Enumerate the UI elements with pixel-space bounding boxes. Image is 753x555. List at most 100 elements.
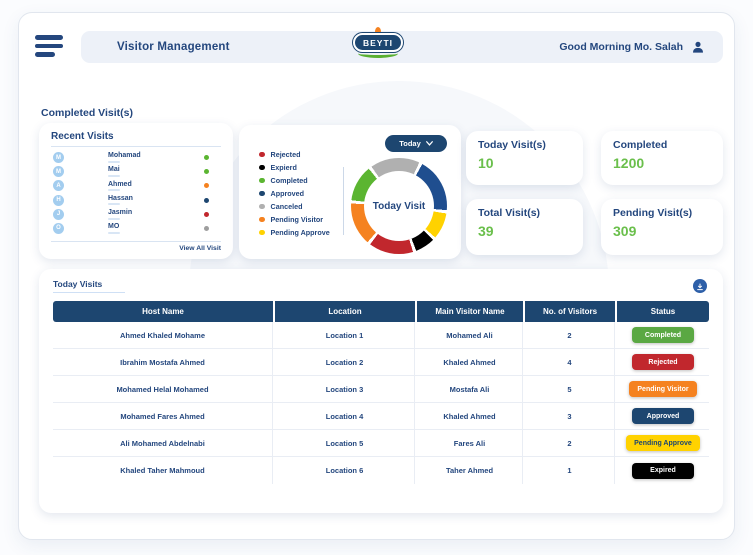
period-filter-button[interactable]: Today <box>385 135 447 152</box>
legend-dot <box>259 164 265 171</box>
menu-button[interactable] <box>35 35 65 57</box>
visitor-subtext <box>108 189 120 192</box>
legend-dot <box>259 229 265 236</box>
avatar: H <box>53 194 64 206</box>
table-row[interactable]: Khaled Taher Mahmoud Location 6 Taher Ah… <box>53 457 709 484</box>
today-visit-donut <box>351 158 447 254</box>
status-dot <box>204 169 209 175</box>
table-header-row: Host Name Location Main Visitor Name No.… <box>53 301 709 322</box>
visitor-subtext <box>108 217 120 220</box>
recent-visits-list: M Mohamad M Mai A Ahmed H Hassan <box>51 149 221 237</box>
recent-visit-item[interactable]: M Mai <box>53 165 219 178</box>
stat-card-pending-visits: Pending Visit(s) 309 <box>601 199 723 255</box>
visitor-subtext <box>108 231 120 234</box>
status-cell: Approved <box>617 403 709 429</box>
legend-label: Pending Visitor <box>270 215 324 224</box>
status-cell: Expired <box>617 457 709 484</box>
main-visitor-cell: Khaled Ahmed <box>417 349 523 375</box>
legend-dot <box>259 216 265 223</box>
column-header-visitor-count[interactable]: No. of Visitors <box>525 301 615 322</box>
user-icon[interactable] <box>691 40 705 54</box>
view-all-visits-link[interactable]: View All Visit <box>179 245 221 252</box>
recent-visits-title: Recent Visits <box>51 131 114 142</box>
table-row[interactable]: Ali Mohamed Abdelnabi Location 5 Fares A… <box>53 430 709 457</box>
hamburger-icon <box>35 35 63 40</box>
table-row[interactable]: Mohamed Helal Mohamed Location 3 Mostafa… <box>53 376 709 403</box>
main-visitor-cell: Mohamed Ali <box>417 322 523 348</box>
download-icon <box>696 279 704 294</box>
stat-card-today-visits: Today Visit(s) 10 <box>466 131 583 185</box>
legend-label: Rejected <box>270 150 301 159</box>
location-cell: Location 5 <box>275 430 415 456</box>
table-row[interactable]: Ibrahim Mostafa Ahmed Location 2 Khaled … <box>53 349 709 376</box>
stat-card-total-visits: Total Visit(s) 39 <box>466 199 583 255</box>
today-visits-table-card: Today Visits Host Name Location Main Vis… <box>39 269 723 513</box>
legend-item: Canceled <box>259 202 330 211</box>
visitor-subtext <box>108 160 120 163</box>
stat-value: 1200 <box>613 155 645 171</box>
status-cell: Pending Approve <box>617 430 709 456</box>
divider <box>51 146 221 147</box>
stat-label: Completed <box>613 139 668 151</box>
visitor-count-cell: 4 <box>525 349 615 375</box>
host-name-cell: Khaled Taher Mahmoud <box>53 457 273 484</box>
recent-visit-item[interactable]: M Mohamad <box>53 151 219 164</box>
status-cell: Pending Visitor <box>617 376 709 402</box>
avatar: M <box>53 152 64 163</box>
logo-text: BEYTI <box>362 37 394 48</box>
legend-item: Completed <box>259 176 330 185</box>
visitor-name: Mohamad <box>108 152 141 160</box>
greeting-text: Good Morning Mo. Salah <box>559 41 683 53</box>
stat-label: Today Visit(s) <box>478 139 546 151</box>
status-badge[interactable]: Rejected <box>632 354 694 370</box>
status-badge[interactable]: Approved <box>632 408 694 424</box>
legend-label: Canceled <box>270 202 303 211</box>
status-dot <box>204 155 209 160</box>
download-button[interactable] <box>693 279 707 293</box>
visitor-count-cell: 5 <box>525 376 615 402</box>
location-cell: Location 4 <box>275 403 415 429</box>
host-name-cell: Mohamed Fares Ahmed <box>53 403 273 429</box>
location-cell: Location 2 <box>275 349 415 375</box>
recent-visit-item[interactable]: O MO <box>53 222 219 235</box>
status-cell: Rejected <box>617 349 709 375</box>
status-badge[interactable]: Expired <box>632 462 694 479</box>
column-header-host-name[interactable]: Host Name <box>53 301 273 322</box>
status-badge[interactable]: Pending Visitor <box>629 381 697 397</box>
visitor-name: Mai <box>108 166 120 174</box>
recent-visit-item[interactable]: A Ahmed <box>53 179 219 192</box>
legend-label: Approved <box>270 189 305 198</box>
table-row[interactable]: Ahmed Khaled Mohame Location 1 Mohamed A… <box>53 322 709 349</box>
recent-visit-item[interactable]: H Hassan <box>53 194 219 207</box>
host-name-cell: Ahmed Khaled Mohame <box>53 322 273 348</box>
stat-label: Total Visit(s) <box>478 207 541 219</box>
avatar: M <box>53 166 64 178</box>
visitor-count-cell: 2 <box>525 430 615 456</box>
host-name-cell: Ali Mohamed Abdelnabi <box>53 430 273 456</box>
main-visitor-cell: Taher Ahmed <box>417 457 523 484</box>
logo-swoosh <box>358 49 398 58</box>
legend-dot <box>259 151 265 158</box>
stat-value: 10 <box>478 155 494 171</box>
stat-value: 309 <box>613 223 637 239</box>
legend-item: Expierd <box>259 163 330 172</box>
main-visitor-cell: Mostafa Ali <box>417 376 523 402</box>
column-header-status[interactable]: Status <box>617 301 709 322</box>
visitor-count-cell: 2 <box>525 322 615 348</box>
status-badge[interactable]: Completed <box>632 327 694 343</box>
legend-dot <box>259 177 265 184</box>
avatar: J <box>53 208 64 220</box>
column-header-main-visitor[interactable]: Main Visitor Name <box>417 301 523 322</box>
hamburger-icon <box>35 52 55 57</box>
main-visitor-cell: Fares Ali <box>417 430 523 456</box>
location-cell: Location 1 <box>275 322 415 348</box>
visitor-name-wrap: Mohamad <box>108 152 204 163</box>
table-row[interactable]: Mohamed Fares Ahmed Location 4 Khaled Ah… <box>53 403 709 430</box>
period-filter-label: Today <box>399 139 421 148</box>
recent-visit-item[interactable]: J Jasmin <box>53 208 219 221</box>
status-cell: Completed <box>617 322 709 348</box>
column-header-location[interactable]: Location <box>275 301 415 322</box>
status-badge[interactable]: Pending Approve <box>626 435 700 451</box>
divider <box>51 241 221 242</box>
main-visitor-cell: Khaled Ahmed <box>417 403 523 429</box>
